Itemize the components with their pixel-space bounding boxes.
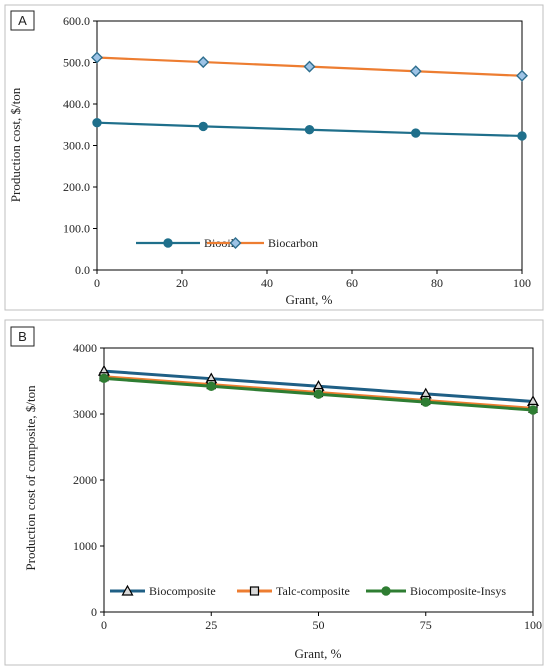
- y-tick-label: 400.0: [63, 97, 90, 111]
- panel-label-box: [10, 326, 35, 347]
- y-tick-label: 300.0: [63, 139, 90, 153]
- legend-marker: [381, 586, 391, 596]
- data-point: [516, 69, 528, 82]
- series-biooil: [92, 117, 527, 141]
- x-tick-label: 100: [513, 276, 531, 290]
- y-tick-label: 100.0: [63, 222, 90, 236]
- data-point: [92, 117, 102, 128]
- data-point: [198, 121, 208, 132]
- x-tick-label: 100: [524, 618, 542, 632]
- data-point: [421, 397, 431, 407]
- data-point: [99, 373, 109, 384]
- y-axis-label: Production cost, $/ton: [8, 87, 23, 202]
- y-tick-label: 0: [91, 605, 97, 619]
- legend-label: Talc-composite: [276, 584, 350, 598]
- x-axis-label: Grant, %: [286, 292, 333, 307]
- series-biocomposite-insys: [99, 373, 538, 415]
- panel-frame: [4, 319, 544, 666]
- y-tick-label: 3000: [73, 407, 97, 421]
- panel-label: A: [18, 13, 27, 28]
- legend-item-talc-composite: Talc-composite: [237, 584, 350, 598]
- x-tick-label: 60: [346, 276, 358, 290]
- data-point: [304, 125, 315, 135]
- x-tick-label: 75: [420, 618, 432, 632]
- data-point: [313, 389, 324, 399]
- x-tick-label: 40: [261, 276, 273, 290]
- data-point: [197, 56, 210, 69]
- legend-item-biocarbon: Biocarbon: [207, 236, 318, 250]
- y-tick-label: 1000: [73, 539, 97, 553]
- x-axis-label: Grant, %: [295, 646, 342, 661]
- data-point: [517, 131, 527, 141]
- legend-label: Biocomposite-Insys: [410, 584, 506, 598]
- legend-marker: [249, 586, 260, 596]
- panel-label-box: [10, 10, 35, 31]
- legend-label: Biocomposite: [149, 584, 216, 598]
- y-tick-label: 2000: [73, 473, 97, 487]
- y-tick-label: 0.0: [75, 263, 90, 277]
- data-point: [303, 60, 316, 73]
- chart-panel-a: A 0.0 100.0 200.0 300.0 400.0 500.0 600.0 0 20 40 6…: [4, 4, 544, 311]
- data-point: [91, 51, 103, 64]
- legend-item-biocomposite: Biocomposite: [110, 584, 216, 598]
- y-tick-label: 600.0: [63, 14, 90, 28]
- y-tick-label: 200.0: [63, 180, 90, 194]
- data-point: [411, 128, 421, 138]
- x-tick-label: 0: [94, 276, 100, 290]
- chart-panel-b: B 0 1000 2000 3000 4000 0 25 50 75 100 Grant, % Prod…: [4, 319, 544, 666]
- x-tick-label: 50: [313, 618, 325, 632]
- data-point: [206, 381, 216, 391]
- y-axis-label: Production cost of composite, $/ton: [23, 385, 38, 571]
- legend-item-biocomposite-insys: Biocomposite-Insys: [366, 584, 506, 598]
- x-tick-label: 80: [431, 276, 443, 290]
- legend-label: Biocarbon: [268, 236, 318, 250]
- x-tick-label: 25: [205, 618, 217, 632]
- legend-marker: [121, 584, 134, 596]
- y-tick-label: 500.0: [63, 56, 90, 70]
- data-point: [528, 405, 538, 415]
- legend-marker: [229, 237, 242, 249]
- legend-marker: [163, 238, 173, 248]
- data-point: [409, 65, 422, 78]
- y-tick-label: 4000: [73, 341, 97, 355]
- panel-label: B: [18, 329, 27, 344]
- series-biocarbon: [91, 51, 528, 82]
- x-tick-label: 20: [176, 276, 188, 290]
- x-tick-label: 0: [101, 618, 107, 632]
